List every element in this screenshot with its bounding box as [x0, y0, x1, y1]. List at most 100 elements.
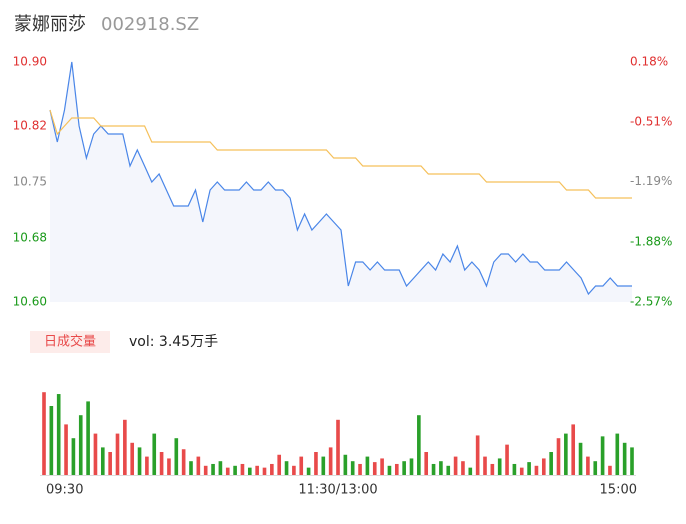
volume-bar: [439, 461, 443, 475]
volume-bar: [608, 465, 612, 475]
y-tick-label: 10.90: [13, 55, 47, 69]
volume-bar: [306, 467, 311, 475]
volume-bar: [505, 444, 509, 475]
volume-bar: [446, 465, 451, 475]
volume-bar: [556, 438, 561, 475]
volume-bar: [64, 424, 68, 475]
volume-bar: [233, 465, 237, 475]
volume-bar: [519, 467, 524, 475]
volume-summary: vol: 3.45万手: [129, 334, 218, 350]
volume-bar: [350, 461, 355, 475]
y2-tick-label: -1.88%: [630, 234, 672, 248]
volume-bar: [145, 456, 149, 475]
volume-bar: [593, 461, 598, 475]
volume-bar: [292, 465, 296, 475]
volume-bar: [328, 447, 333, 475]
y2-tick-label: -0.51%: [630, 115, 672, 129]
volume-bar: [314, 452, 318, 475]
volume-bar: [174, 438, 179, 475]
volume-bar: [218, 461, 223, 475]
price-area: [50, 62, 632, 302]
stock-code: 002918.SZ: [101, 14, 199, 35]
x-tick-label: 09:30: [46, 483, 83, 498]
volume-bar: [358, 463, 362, 475]
volume-bar: [78, 415, 83, 475]
volume-bar: [380, 458, 384, 475]
volume-bar: [630, 447, 634, 475]
volume-bar: [549, 452, 553, 475]
y2-tick-label: 0.18%: [630, 55, 668, 69]
volume-bar: [277, 454, 282, 475]
volume-bar: [512, 463, 517, 475]
volume-bar: [137, 447, 142, 475]
volume-label: 日成交量: [44, 334, 96, 350]
volume-bar: [402, 461, 406, 475]
volume-bar: [417, 415, 421, 475]
volume-bar: [534, 465, 539, 475]
volume-bar: [181, 449, 186, 475]
volume-bar: [541, 458, 546, 475]
volume-bar: [431, 463, 436, 475]
volume-bar: [578, 442, 583, 475]
volume-bar: [270, 463, 274, 475]
volume-bar: [461, 461, 465, 475]
volume-bar: [343, 454, 348, 475]
volume-bar: [387, 465, 392, 475]
volume-bar: [527, 462, 531, 475]
volume-bar: [100, 447, 105, 475]
y2-tick-label: -2.57%: [630, 295, 672, 309]
volume-bar: [453, 456, 458, 475]
volume-bar: [424, 452, 429, 475]
volume-bar: [586, 456, 590, 475]
volume-bar: [497, 458, 502, 475]
volume-bar: [571, 424, 576, 475]
average-line: [49, 109, 632, 199]
volume-bar: [490, 463, 495, 475]
volume-bar: [225, 467, 230, 475]
volume-bar: [86, 401, 90, 475]
volume-bar: [203, 465, 208, 475]
volume-bar: [123, 419, 127, 475]
volume-bar: [372, 462, 377, 475]
volume-bar: [483, 456, 487, 475]
volume-bar: [93, 433, 98, 475]
volume-bar: [189, 461, 193, 475]
volume-bar: [365, 456, 370, 475]
price-line: [49, 61, 632, 296]
volume-bar: [42, 392, 46, 475]
volume-bar: [108, 452, 112, 475]
volume-bar: [475, 435, 480, 475]
volume-bar: [600, 436, 605, 475]
volume-bar: [336, 419, 340, 475]
y-tick-label: 10.60: [13, 295, 47, 309]
volume-bar: [409, 458, 414, 475]
volume-bar: [49, 406, 54, 475]
volume-bar: [211, 463, 215, 475]
y2-tick-label: -1.19%: [630, 174, 672, 188]
stock-name: 蒙娜丽莎: [14, 14, 86, 35]
volume-bar: [321, 456, 326, 475]
volume-bar: [284, 461, 289, 475]
volume-bar: [71, 438, 76, 475]
y-tick-label: 10.82: [13, 119, 47, 133]
x-tick-label: 11:30/13:00: [298, 483, 377, 498]
volume-bar: [247, 467, 252, 475]
volume-bar: [152, 433, 157, 475]
volume-bar: [262, 467, 267, 475]
volume-bar: [159, 452, 164, 475]
volume-bar: [299, 456, 304, 475]
y-tick-label: 10.75: [13, 175, 47, 189]
volume-bar: [468, 467, 473, 475]
volume-bar: [394, 463, 399, 475]
volume-bar: [240, 463, 245, 475]
y-tick-label: 10.68: [13, 231, 47, 245]
legend-box: [30, 331, 110, 353]
volume-bar: [115, 433, 120, 475]
volume-bar: [196, 456, 201, 475]
volume-bar: [564, 433, 568, 475]
volume-bar: [167, 458, 171, 475]
x-tick-label: 15:00: [600, 483, 637, 498]
volume-bar: [615, 433, 620, 475]
volume-bar: [255, 465, 259, 475]
